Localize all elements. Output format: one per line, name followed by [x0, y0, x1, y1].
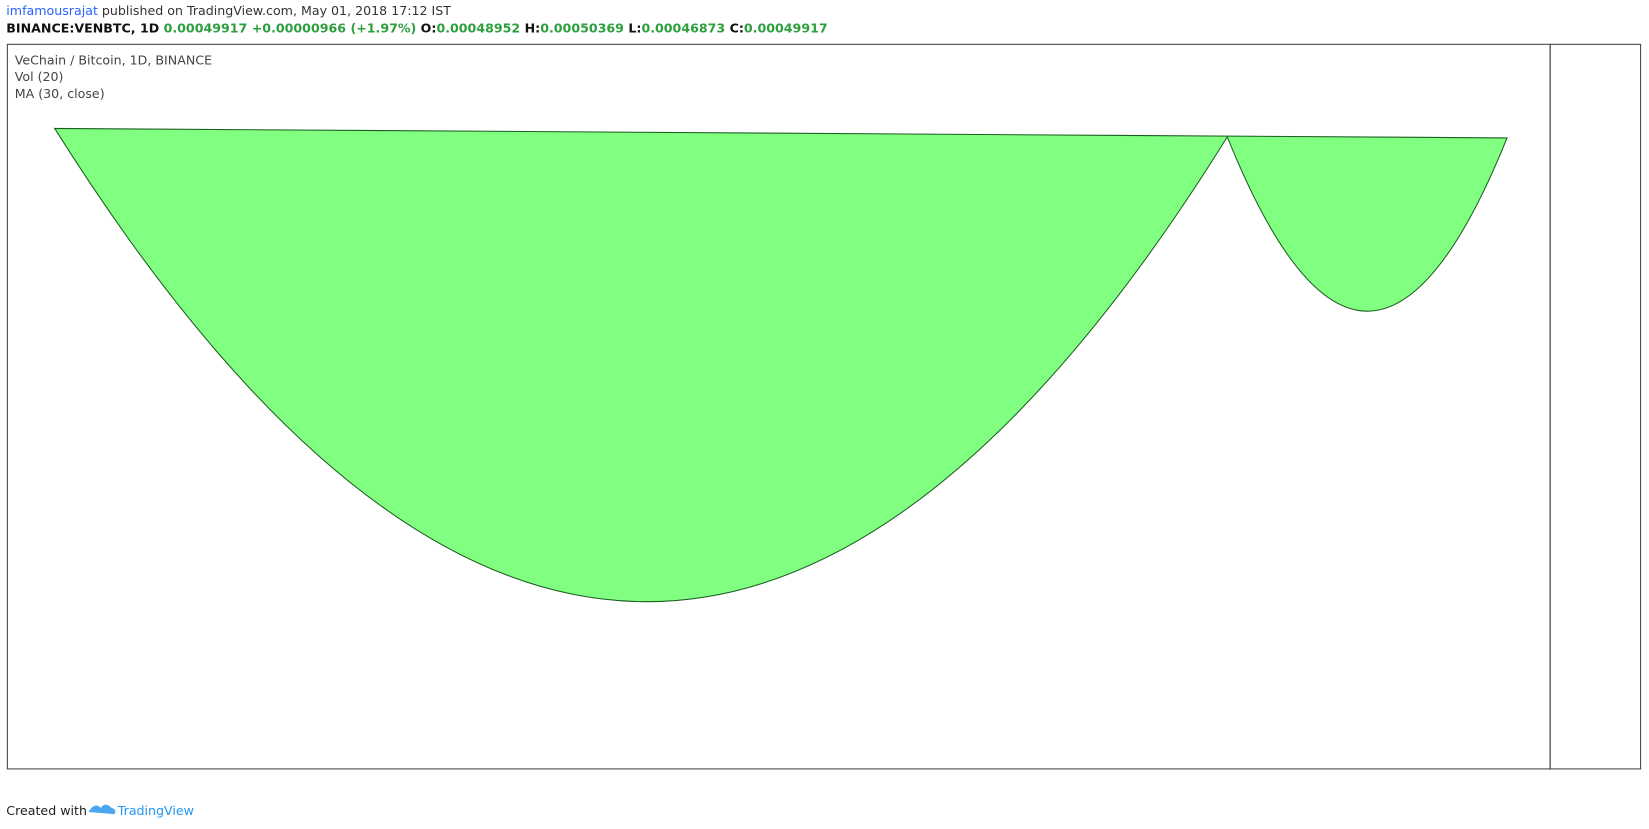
ohlc-value: 0.00050369: [540, 21, 624, 36]
indicator-label: MA (30, close): [15, 86, 105, 101]
last: 0.00049917: [164, 21, 248, 36]
published: published on TradingView.com, May 01, 20…: [102, 3, 451, 18]
brand[interactable]: TradingView: [117, 803, 194, 818]
ohlc-key: L:: [628, 21, 641, 36]
symbol: BINANCE:VENBTC, 1D: [6, 21, 159, 36]
publish-line: imfamousrajat published on TradingView.c…: [6, 3, 451, 18]
change: +0.00000966 (+1.97%): [252, 21, 417, 36]
ohlc-value: 0.00046873: [641, 21, 725, 36]
ohlc-value: 0.00049917: [744, 21, 828, 36]
indicator-label: Vol (20): [15, 69, 64, 84]
price-axis-border: [1549, 43, 1642, 770]
brand-icon: [88, 804, 116, 815]
ohlc-key: H:: [525, 21, 541, 36]
chart-title: VeChain / Bitcoin, 1D, BINANCE: [15, 52, 212, 67]
ohlc-key: C:: [730, 21, 744, 36]
ohlc-value: 0.00048952: [436, 21, 520, 36]
created-with: Created with: [6, 803, 87, 818]
header: imfamousrajat published on TradingView.c…: [6, 3, 827, 36]
ohlc-key: O:: [421, 21, 437, 36]
symbol-line: BINANCE:VENBTC, 1D 0.00049917 +0.0000096…: [6, 21, 827, 36]
author[interactable]: imfamousrajat: [6, 3, 98, 18]
cup-and-handle: [53, 127, 1508, 603]
